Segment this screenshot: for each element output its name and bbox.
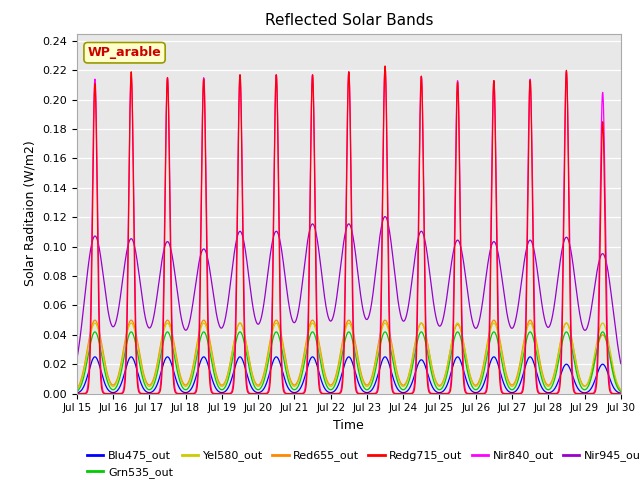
Line: Grn535_out: Grn535_out	[77, 332, 621, 392]
Nir945_out	[564, 236, 572, 242]
Redg715_out	[138, 391, 146, 396]
Blu475_out	[282, 378, 289, 384]
Yel580_out	[127, 320, 135, 326]
Title: Reflected Solar Bands: Reflected Solar Bands	[264, 13, 433, 28]
Red655_out	[588, 368, 596, 374]
Red655_out	[564, 322, 572, 328]
Redg715_out	[617, 391, 625, 396]
Yel580_out	[73, 387, 81, 393]
Grn535_out	[588, 372, 596, 378]
Redg715_out	[413, 317, 421, 323]
Nir840_out	[413, 295, 421, 300]
Line: Nir945_out: Nir945_out	[77, 216, 621, 364]
Red655_out	[127, 317, 135, 323]
Redg715_out	[73, 391, 81, 396]
Nir945_out	[282, 274, 289, 279]
Redg715_out	[381, 63, 389, 69]
Nir945_out	[567, 246, 575, 252]
Text: WP_arable: WP_arable	[88, 46, 161, 59]
Nir840_out	[564, 129, 572, 135]
Red655_out	[282, 354, 289, 360]
Nir840_out	[588, 391, 596, 396]
Nir945_out	[588, 301, 596, 307]
Yel580_out	[413, 330, 421, 336]
Yel580_out	[564, 322, 572, 328]
Blu475_out	[413, 363, 421, 369]
Grn535_out	[73, 389, 81, 395]
Nir840_out	[617, 391, 625, 396]
Nir840_out	[138, 391, 146, 396]
Grn535_out	[617, 389, 625, 395]
Yel580_out	[617, 387, 625, 393]
Line: Redg715_out: Redg715_out	[77, 66, 621, 394]
Line: Yel580_out: Yel580_out	[77, 323, 621, 390]
Nir840_out	[567, 303, 575, 309]
Grn535_out	[91, 329, 99, 335]
Redg715_out	[567, 325, 575, 331]
Nir945_out	[138, 293, 146, 299]
Legend: Blu475_out, Grn535_out, Yel580_out, Red655_out, Redg715_out, Nir840_out, Nir945_: Blu475_out, Grn535_out, Yel580_out, Red6…	[83, 446, 640, 480]
Nir840_out	[282, 390, 289, 396]
Blu475_out	[138, 383, 146, 388]
Yel580_out	[588, 365, 596, 371]
Red655_out	[73, 386, 81, 392]
Blu475_out	[564, 362, 572, 368]
Red655_out	[138, 363, 146, 369]
Nir945_out	[381, 214, 389, 219]
Y-axis label: Solar Raditaion (W/m2): Solar Raditaion (W/m2)	[24, 141, 36, 287]
Blu475_out	[617, 390, 625, 396]
Line: Red655_out: Red655_out	[77, 320, 621, 390]
Redg715_out	[282, 390, 289, 396]
Nir840_out	[73, 391, 81, 396]
Grn535_out	[138, 372, 146, 378]
Nir840_out	[381, 65, 389, 71]
Grn535_out	[413, 339, 421, 345]
Nir945_out	[413, 240, 421, 245]
Yel580_out	[282, 357, 289, 362]
Line: Nir840_out: Nir840_out	[77, 68, 621, 394]
Blu475_out	[588, 384, 596, 390]
Grn535_out	[567, 339, 575, 345]
X-axis label: Time: Time	[333, 419, 364, 432]
Yel580_out	[567, 331, 575, 336]
Grn535_out	[282, 364, 289, 370]
Blu475_out	[73, 390, 81, 396]
Nir945_out	[617, 361, 625, 367]
Blu475_out	[567, 368, 575, 373]
Nir945_out	[73, 357, 81, 363]
Red655_out	[617, 387, 625, 393]
Red655_out	[567, 330, 575, 336]
Redg715_out	[564, 140, 572, 146]
Yel580_out	[138, 366, 146, 372]
Line: Blu475_out: Blu475_out	[77, 357, 621, 393]
Red655_out	[413, 329, 421, 335]
Grn535_out	[564, 331, 572, 336]
Redg715_out	[588, 391, 596, 396]
Blu475_out	[91, 354, 99, 360]
